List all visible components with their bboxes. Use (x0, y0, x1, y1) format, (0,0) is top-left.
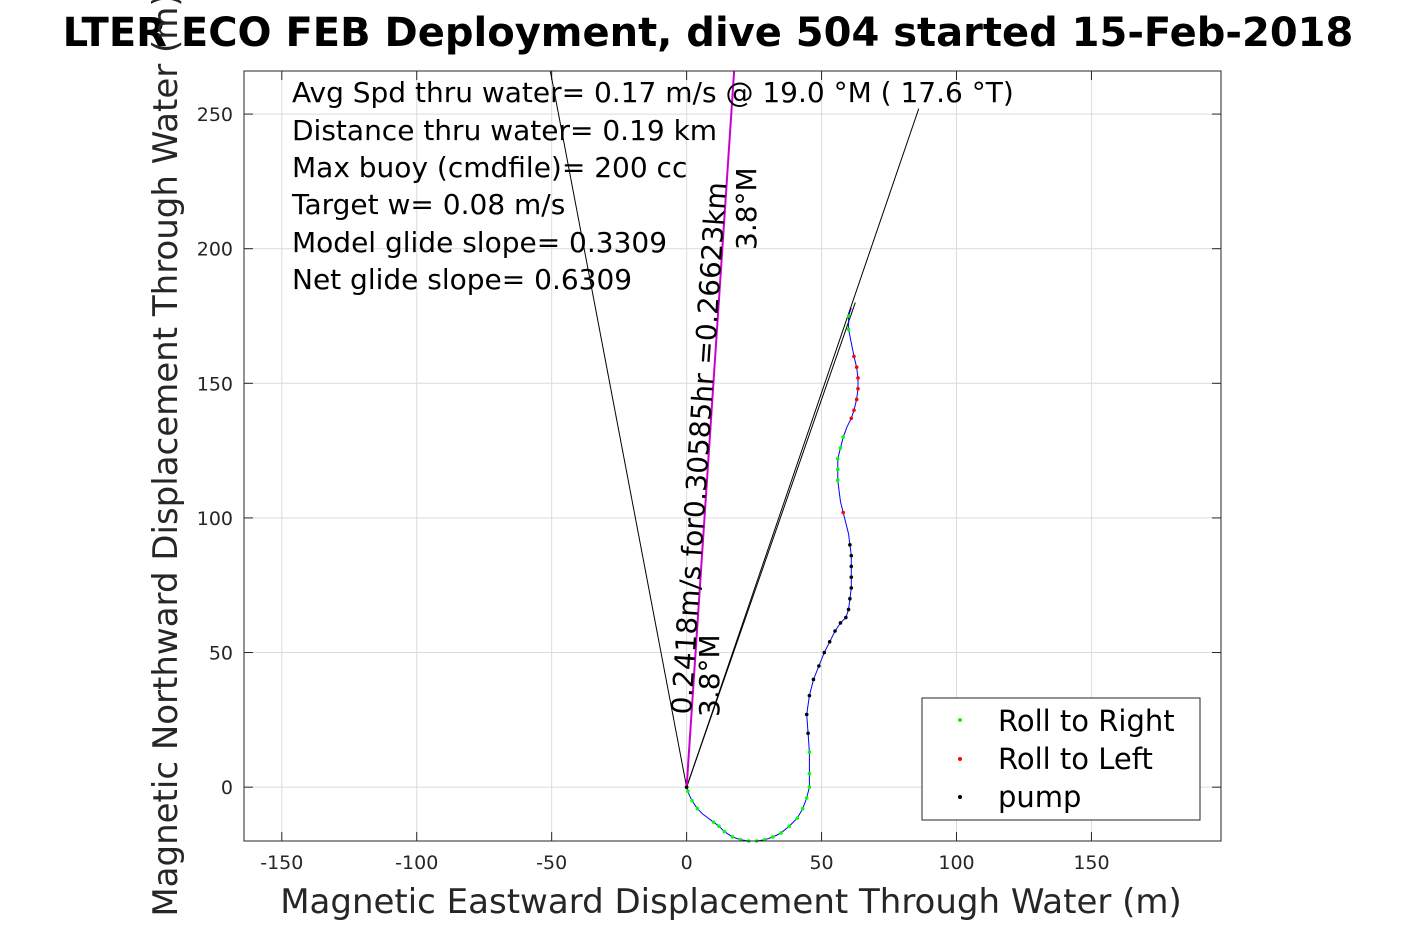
cone-line-right (686, 108, 920, 788)
legend: Roll to Right Roll to Left pump (921, 697, 1201, 821)
point-roll-to-right (711, 820, 716, 824)
point-roll-to-left (849, 416, 854, 421)
point-roll-to-right (841, 435, 845, 439)
legend-item-pump: pump (998, 780, 1081, 814)
annotation-net-glide: Net glide slope= 0.6309 (292, 263, 632, 296)
point-roll-to-right (686, 789, 690, 793)
point-pump (846, 607, 851, 612)
plot-frame (243, 70, 1222, 842)
heading-label-upper: 3.8°M (730, 167, 763, 250)
point-roll-to-right (846, 314, 851, 318)
point-roll-to-left (841, 510, 845, 515)
point-roll-to-right (807, 785, 812, 789)
point-roll-to-right (795, 816, 800, 820)
x-axis-label: Magnetic Eastward Displacement Through W… (280, 882, 1182, 922)
point-roll-to-right (722, 829, 727, 834)
point-pump (838, 621, 843, 625)
point-pump (804, 712, 809, 717)
point-roll-to-right (835, 467, 840, 472)
chart-title: LTER ECO FEB Deployment, dive 504 starte… (63, 10, 1354, 56)
x-ticks: -150 -100 -50 0 50 100 150 (260, 71, 1110, 874)
point-roll-to-right (835, 456, 840, 461)
point-roll-to-left (856, 386, 860, 391)
annotation-target-w: Target w= 0.08 m/s (291, 188, 565, 221)
point-roll-to-right (807, 771, 812, 776)
point-pump (849, 586, 854, 590)
point-roll-to-right (838, 446, 843, 450)
point-pump (848, 543, 852, 547)
point-pump (849, 575, 854, 579)
heading-line (686, 302, 856, 788)
point-roll-to-right (800, 806, 805, 811)
legend-marker-roll-left (958, 757, 962, 761)
point-roll-to-right (730, 835, 735, 839)
point-pump (827, 639, 832, 644)
data-points (684, 314, 860, 843)
x-tick-label: -150 (260, 852, 303, 874)
point-roll-to-right (690, 798, 694, 803)
point-pump (684, 785, 689, 789)
legend-item-roll-right: Roll to Right (998, 704, 1175, 738)
x-tick-label: -100 (395, 852, 438, 874)
x-tick-label: 150 (1073, 852, 1109, 874)
legend-marker-roll-right (958, 718, 962, 722)
y-tick-label: 250 (197, 104, 233, 126)
annotation-distance: Distance thru water= 0.19 km (292, 114, 717, 147)
annotation-model-glide: Model glide slope= 0.3309 (292, 226, 667, 259)
x-tick-label: 100 (938, 852, 974, 874)
y-tick-label: 0 (221, 777, 233, 799)
x-tick-label: 0 (681, 852, 693, 874)
point-roll-to-right (717, 824, 721, 828)
y-tick-label: 200 (197, 239, 233, 261)
heading-label-lower: 3.8°M (693, 634, 726, 717)
point-roll-to-right (695, 806, 700, 811)
point-roll-to-right (787, 824, 791, 828)
cone-line-left (549, 70, 688, 788)
annotation-max-buoy: Max buoy (cmdfile)= 200 cc (292, 151, 687, 184)
y-ticks: 0 50 100 150 200 250 (197, 104, 1221, 799)
point-pump (848, 596, 852, 601)
legend-box (921, 697, 1201, 821)
annotation-avg-speed: Avg Spd thru water= 0.17 m/s @ 19.0 °M (… (292, 76, 1014, 109)
point-pump (807, 693, 812, 698)
point-roll-to-left (854, 397, 859, 402)
current-vector-line (685, 70, 736, 788)
point-roll-to-left (852, 354, 856, 359)
reference-lines (549, 70, 920, 788)
point-pump (806, 731, 810, 736)
point-roll-to-right (804, 796, 809, 800)
y-tick-label: 50 (209, 643, 233, 665)
point-roll-to-right (807, 750, 812, 754)
point-pump (849, 564, 854, 569)
legend-item-roll-left: Roll to Left (998, 742, 1153, 776)
legend-marker-pump (958, 795, 962, 799)
y-axis-label: Magnetic Northward Displacement Through … (146, 0, 186, 917)
point-pump (817, 664, 821, 668)
point-roll-to-right (779, 831, 783, 835)
y-tick-label: 150 (197, 373, 233, 395)
point-pump (849, 553, 854, 558)
point-pump (833, 629, 837, 633)
point-roll-to-right (835, 478, 840, 483)
point-roll-to-left (852, 408, 856, 413)
point-roll-to-left (856, 376, 860, 380)
point-pump (822, 650, 827, 655)
point-pump (811, 677, 816, 682)
y-tick-label: 100 (197, 508, 233, 530)
point-roll-to-right (846, 327, 851, 332)
annotation-block: Avg Spd thru water= 0.17 m/s @ 19.0 °M (… (291, 76, 1014, 296)
point-roll-to-left (854, 365, 859, 369)
x-tick-label: -50 (536, 852, 567, 874)
x-tick-label: 50 (809, 852, 833, 874)
point-pump (844, 615, 848, 620)
point-roll-to-right (771, 835, 775, 839)
